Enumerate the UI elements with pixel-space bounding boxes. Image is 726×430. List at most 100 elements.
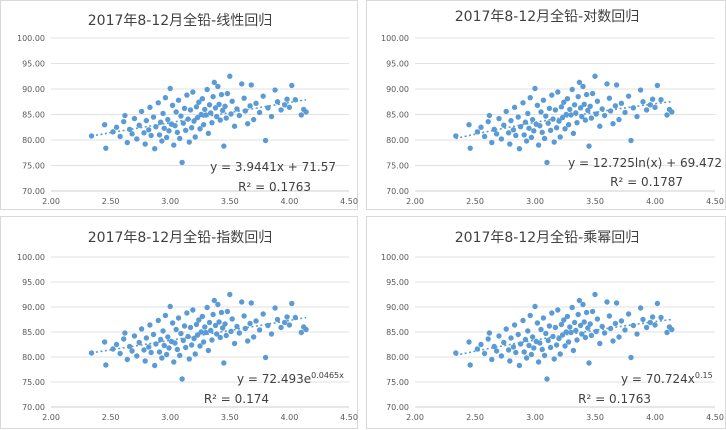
data-point (577, 322, 584, 329)
data-point (205, 130, 212, 137)
data-point (126, 126, 133, 132)
data-point (142, 141, 148, 147)
data-point (234, 106, 240, 112)
data-point (594, 98, 601, 104)
chart-panel-power: 2017年8-12月全铅-乘幂回归 70.00 75.00 80.00 85.00 90… (366, 216, 726, 429)
data-point (606, 313, 613, 319)
data-point (493, 131, 500, 137)
data-point (88, 350, 95, 356)
data-point (247, 103, 253, 109)
data-point (174, 346, 181, 353)
data-point (126, 343, 133, 350)
data-point (523, 138, 530, 144)
data-point (573, 327, 579, 334)
data-point (586, 360, 592, 366)
data-point (147, 104, 153, 111)
trendline-equation: y = 70.724x0.15 (621, 371, 713, 386)
data-point (523, 355, 530, 361)
data-point (213, 331, 220, 337)
data-point (599, 323, 605, 330)
data-point (538, 326, 544, 333)
data-point (453, 133, 459, 139)
data-point (510, 344, 517, 350)
data-point (643, 107, 650, 113)
data-point (640, 316, 646, 323)
data-point (121, 118, 127, 125)
data-point (481, 350, 488, 357)
data-point (582, 334, 589, 341)
y-tick-label: 85.00 (22, 328, 45, 337)
y-tick-label: 80.00 (22, 136, 45, 145)
data-point (592, 291, 598, 298)
y-tick-label: 75.00 (22, 378, 45, 387)
data-point (664, 112, 670, 118)
data-point (161, 342, 167, 349)
data-point (649, 96, 656, 102)
data-point (526, 125, 532, 131)
data-point (284, 314, 290, 320)
data-point (573, 110, 579, 116)
data-point (486, 330, 493, 336)
data-point (669, 109, 675, 115)
data-point (567, 106, 573, 113)
data-point (489, 139, 495, 146)
data-point (652, 322, 658, 328)
data-point (142, 358, 148, 364)
data-point (597, 340, 603, 347)
data-point (184, 310, 190, 316)
data-point (110, 129, 116, 135)
data-point (537, 123, 543, 129)
data-point (210, 311, 216, 318)
data-point (286, 322, 293, 328)
data-point (503, 326, 509, 332)
data-point (184, 92, 190, 98)
x-tick-label: 4.00 (280, 413, 298, 422)
data-point (521, 349, 527, 355)
data-point (581, 319, 587, 325)
data-point (510, 127, 517, 133)
data-point (507, 358, 513, 364)
data-point (540, 315, 547, 321)
data-point (216, 319, 222, 325)
data-point (565, 122, 572, 128)
data-point (628, 354, 634, 361)
trendline (91, 98, 307, 137)
data-point (547, 344, 554, 351)
data-point (528, 351, 535, 358)
data-point (658, 97, 664, 103)
data-point (161, 125, 167, 131)
data-point (190, 307, 196, 313)
data-point (535, 359, 542, 365)
data-point (565, 339, 572, 345)
data-point (580, 301, 586, 308)
data-point (298, 329, 305, 336)
y-tick-label: 80.00 (386, 136, 409, 145)
trendline (455, 100, 672, 140)
data-point (131, 333, 138, 339)
y-tick-label: 95.00 (386, 278, 409, 287)
data-point (190, 89, 196, 95)
data-point (155, 317, 161, 324)
data-point (122, 330, 128, 336)
y-tick-label: 70.00 (22, 403, 45, 412)
data-point (278, 324, 284, 331)
data-point (141, 130, 147, 136)
data-point (103, 362, 109, 368)
data-point (163, 134, 170, 141)
data-point (537, 340, 543, 346)
data-point (669, 326, 675, 333)
data-point (532, 85, 538, 92)
data-point (256, 109, 263, 116)
x-tick-label: 3.00 (161, 197, 179, 206)
data-point (188, 125, 195, 131)
data-point (196, 317, 202, 323)
x-tick-label: 4.00 (280, 197, 298, 206)
data-point (156, 349, 163, 355)
data-point (204, 304, 210, 311)
data-point (527, 312, 533, 319)
chart-exponential: 2017年8-12月全铅-指数回归 70.00 75.00 80.00 85.00 90… (17, 229, 358, 422)
data-point (525, 110, 531, 117)
chart-panel-exponential: 2017年8-12月全铅-指数回归 70.00 75.00 80.00 85.00 90… (0, 216, 358, 429)
data-point (541, 135, 548, 142)
data-point (298, 112, 305, 118)
